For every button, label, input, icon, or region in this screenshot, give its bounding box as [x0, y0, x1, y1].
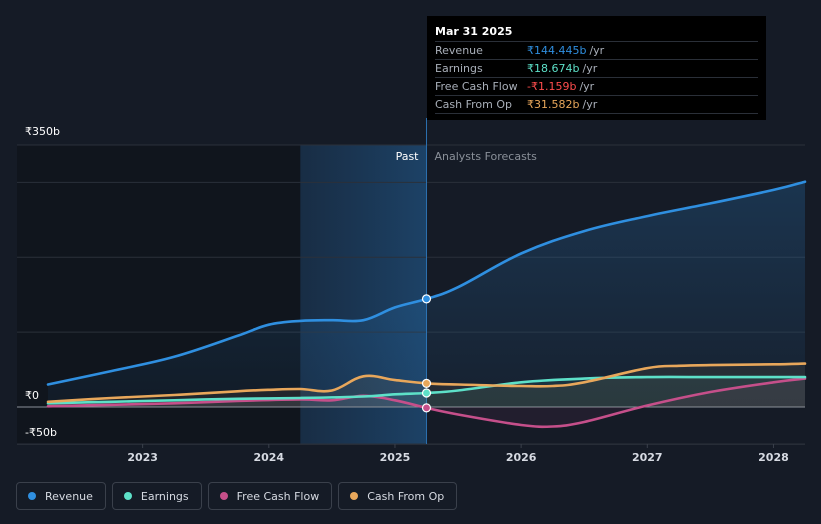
marker-earnings — [421, 388, 432, 398]
tooltip: Mar 31 2025 Revenue ₹144.445b /yr Earnin… — [427, 16, 766, 120]
legend: Revenue Earnings Free Cash Flow Cash Fro… — [16, 482, 458, 510]
tooltip-label: Free Cash Flow — [435, 80, 518, 93]
tooltip-unit: /yr — [589, 44, 605, 57]
x-tick-label: 2024 — [253, 451, 284, 464]
x-tick-label: 2028 — [758, 451, 789, 464]
x-tick-label: 2026 — [506, 451, 537, 464]
legend-label: Revenue — [45, 489, 93, 503]
marker-free-cash-flow — [421, 403, 432, 413]
tooltip-row-free-cash-flow: Free Cash Flow -₹1.159b /yr — [435, 77, 758, 95]
earnings-dot-icon — [123, 492, 132, 500]
tooltip-unit: /yr — [579, 80, 595, 93]
marker-revenue — [421, 294, 432, 304]
line-revenue — [46, 180, 807, 386]
legend-label: Cash From Op — [367, 489, 445, 503]
tooltip-row-cash-from-op: Cash From Op ₹31.582b /yr — [435, 95, 758, 114]
tooltip-value: -₹1.159b — [527, 80, 577, 93]
tooltip-label: Revenue — [435, 44, 483, 57]
marker-cash-from-op — [421, 378, 432, 388]
y-tick-label-zero: ₹0 — [25, 389, 39, 402]
free-cash-flow-dot-icon — [219, 492, 228, 500]
tooltip-label: Cash From Op — [435, 98, 513, 111]
legend-label: Free Cash Flow — [236, 489, 320, 503]
legend-item-earnings[interactable]: Earnings — [111, 482, 202, 510]
tooltip-label: Earnings — [435, 62, 483, 75]
tooltip-row-revenue: Revenue ₹144.445b /yr — [435, 41, 758, 59]
revenue-dot-icon — [28, 492, 36, 500]
tooltip-value: ₹144.445b — [527, 44, 587, 57]
x-tick-label: 2025 — [380, 451, 411, 464]
tooltip-unit: /yr — [582, 62, 598, 75]
x-tick-label: 2023 — [127, 451, 158, 464]
tooltip-unit: /yr — [582, 98, 598, 111]
legend-label: Earnings — [140, 489, 189, 503]
tooltip-row-earnings: Earnings ₹18.674b /yr — [435, 59, 758, 77]
area-revenue — [48, 181, 805, 407]
tooltip-value: ₹18.674b — [527, 62, 580, 75]
tooltip-date: Mar 31 2025 — [435, 25, 513, 38]
tooltip-value: ₹31.582b — [527, 98, 580, 111]
past-label: Past — [396, 150, 420, 163]
forecast-label: Analysts Forecasts — [435, 150, 538, 163]
legend-item-cash-from-op[interactable]: Cash From Op — [338, 482, 458, 510]
x-tick-label: 2027 — [632, 451, 663, 464]
legend-item-revenue[interactable]: Revenue — [16, 482, 106, 510]
y-tick-label-bottom: -₹50b — [25, 426, 57, 439]
legend-item-free-cash-flow[interactable]: Free Cash Flow — [207, 482, 333, 510]
cash-from-op-dot-icon — [350, 492, 359, 500]
y-tick-label-top: ₹350b — [25, 125, 60, 138]
